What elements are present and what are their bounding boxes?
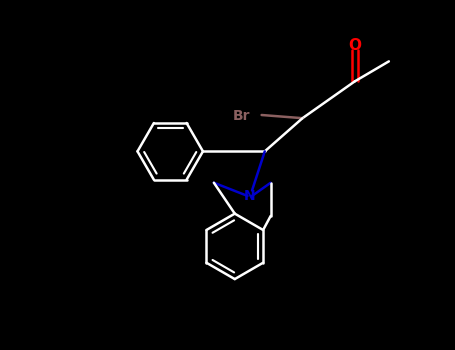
Text: N: N xyxy=(244,189,256,203)
Text: O: O xyxy=(348,37,361,52)
Text: Br: Br xyxy=(233,109,250,123)
